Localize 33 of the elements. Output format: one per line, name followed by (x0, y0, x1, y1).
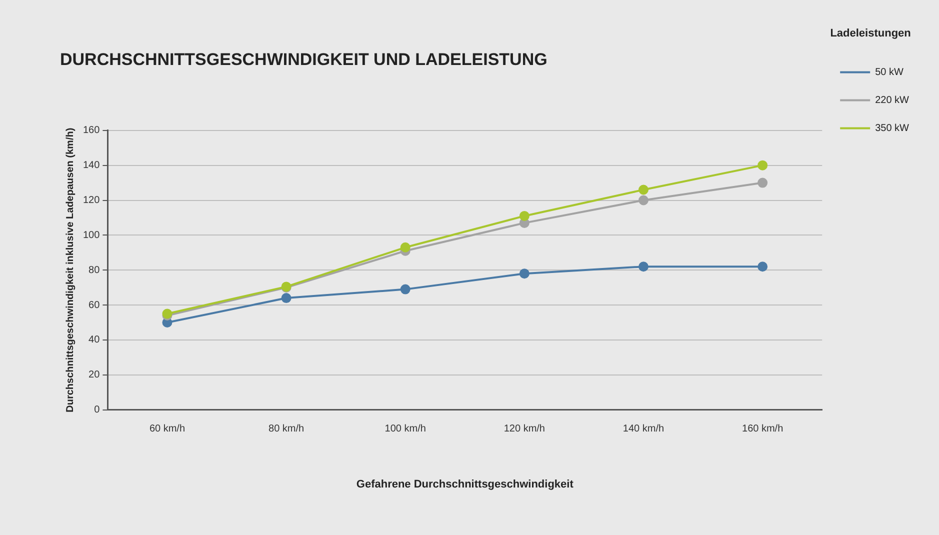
legend-title: Ladeleistungen (830, 28, 912, 40)
point (519, 268, 530, 279)
y-tick-label: 100 (82, 230, 100, 241)
point (400, 284, 410, 294)
y-tick-label: 40 (88, 334, 100, 346)
y-tick-label: 80 (88, 264, 100, 276)
y-tick-label: 160 (82, 125, 100, 136)
point (638, 184, 648, 195)
y-tick-label: 0 (94, 404, 100, 416)
x-tick-label: 60 km/h (149, 424, 186, 435)
y-tick-label: 140 (82, 160, 100, 172)
legend-label: 220 kW (875, 94, 910, 106)
x-tick-label: 160 km/h (742, 424, 784, 435)
point (638, 195, 648, 206)
x-tick-label: 100 km/h (384, 424, 426, 435)
point (758, 262, 768, 272)
x-tick-label: 80 km/h (268, 424, 304, 435)
point (400, 242, 410, 252)
y-tick-label: 20 (88, 370, 100, 381)
point (758, 178, 768, 188)
y-axis-title: Durchschnittsgeschwindigkeit inklusive Ladepausen (km/h) (64, 128, 76, 412)
x-tick-label: 120 km/h (504, 424, 545, 435)
y-tick-label: 60 (88, 300, 100, 311)
point (281, 293, 292, 304)
x-axis-title: Gefahrene Durchschnittsgeschwindigkeit (356, 478, 574, 490)
point (758, 160, 768, 170)
point (519, 210, 530, 221)
y-tick-label: 120 (82, 195, 100, 206)
point (638, 262, 648, 272)
chart-title: DURCHSCHNITTSGESCHWINDIGKEIT UND LADELEISTUNG (60, 50, 548, 69)
legend-label: 50 kW (875, 66, 904, 78)
x-tick-label: 140 km/h (622, 424, 664, 435)
legend-label: 350 kW (875, 122, 910, 134)
